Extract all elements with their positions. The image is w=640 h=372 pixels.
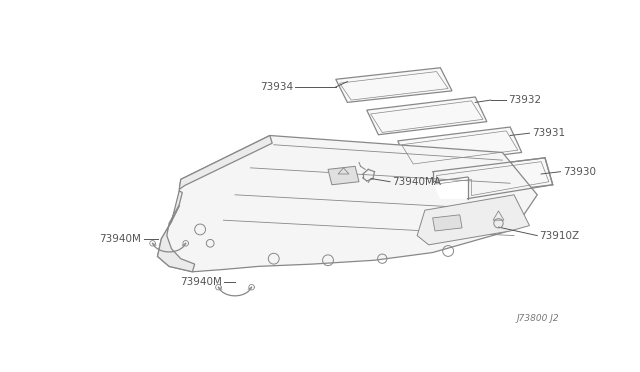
Polygon shape (397, 127, 522, 166)
Polygon shape (433, 215, 462, 231)
Polygon shape (433, 177, 467, 199)
Text: 73931: 73931 (532, 128, 565, 138)
Text: 73940M: 73940M (180, 277, 222, 287)
Text: 73932: 73932 (509, 95, 541, 105)
Polygon shape (179, 135, 272, 189)
Text: 73940MA: 73940MA (392, 177, 442, 187)
Polygon shape (433, 158, 553, 199)
Polygon shape (157, 135, 537, 272)
Text: 73910Z: 73910Z (540, 231, 580, 241)
Text: 73930: 73930 (563, 167, 596, 177)
Text: 73934: 73934 (260, 82, 293, 92)
Polygon shape (417, 195, 529, 245)
Polygon shape (367, 97, 487, 135)
Text: J73800 J2: J73800 J2 (516, 314, 559, 323)
Polygon shape (157, 191, 195, 272)
Text: 73940M: 73940M (99, 234, 141, 244)
Polygon shape (336, 68, 452, 102)
Polygon shape (328, 166, 359, 185)
